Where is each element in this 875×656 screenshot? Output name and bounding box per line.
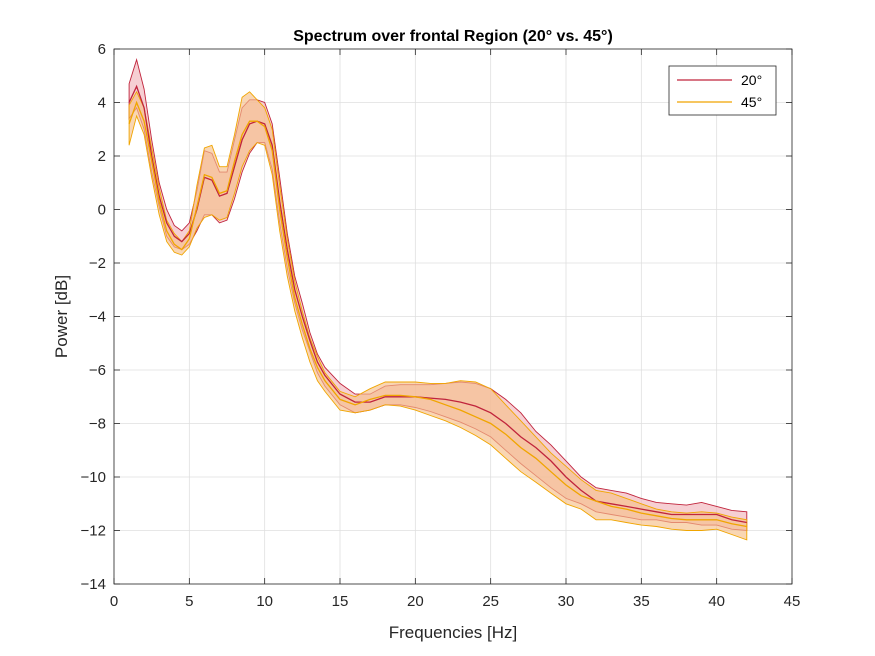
x-tick-label: 5 (185, 593, 193, 610)
legend-label: 45° (741, 94, 762, 110)
x-axis-label: Frequencies [Hz] (389, 623, 518, 642)
y-tick-label: −8 (89, 416, 106, 433)
legend-label: 20° (741, 72, 762, 88)
y-tick-label: 0 (98, 202, 106, 219)
grid (113, 48, 793, 585)
x-tick-label: 45 (784, 593, 801, 610)
chart-title: Spectrum over frontal Region (20° vs. 45… (293, 28, 613, 45)
mean-line-series-2 (128, 100, 747, 528)
y-tick-label: −14 (81, 576, 106, 593)
x-tick-label: 15 (332, 593, 349, 610)
x-tick-label: 25 (482, 593, 499, 610)
x-tick-label: 35 (633, 593, 650, 610)
confidence-bands (128, 58, 748, 541)
legend: 20°45° (668, 65, 777, 116)
y-tick-label: 2 (98, 148, 106, 165)
y-axis-ticks: −14 −12 −10 −8 −6 −4 −2 0 2 4 6 (81, 41, 792, 593)
y-axis-label: Power [dB] (52, 275, 71, 358)
y-tick-label: −2 (89, 255, 106, 272)
y-tick-label: 4 (98, 95, 106, 112)
y-tick-label: −12 (81, 523, 106, 540)
x-tick-label: 30 (558, 593, 575, 610)
y-tick-label: −10 (81, 469, 106, 486)
x-tick-label: 0 (110, 593, 118, 610)
legend-box (668, 65, 777, 116)
x-tick-label: 20 (407, 593, 424, 610)
x-tick-label: 10 (256, 593, 273, 610)
series-lines (128, 84, 747, 528)
y-tick-label: −4 (89, 309, 106, 326)
x-tick-label: 40 (708, 593, 725, 610)
x-axis-ticks: 0 5 10 15 20 25 30 35 40 45 (110, 49, 801, 610)
confidence-band-series-2 (128, 90, 748, 541)
y-tick-label: 6 (98, 41, 106, 58)
y-tick-label: −6 (89, 362, 106, 379)
